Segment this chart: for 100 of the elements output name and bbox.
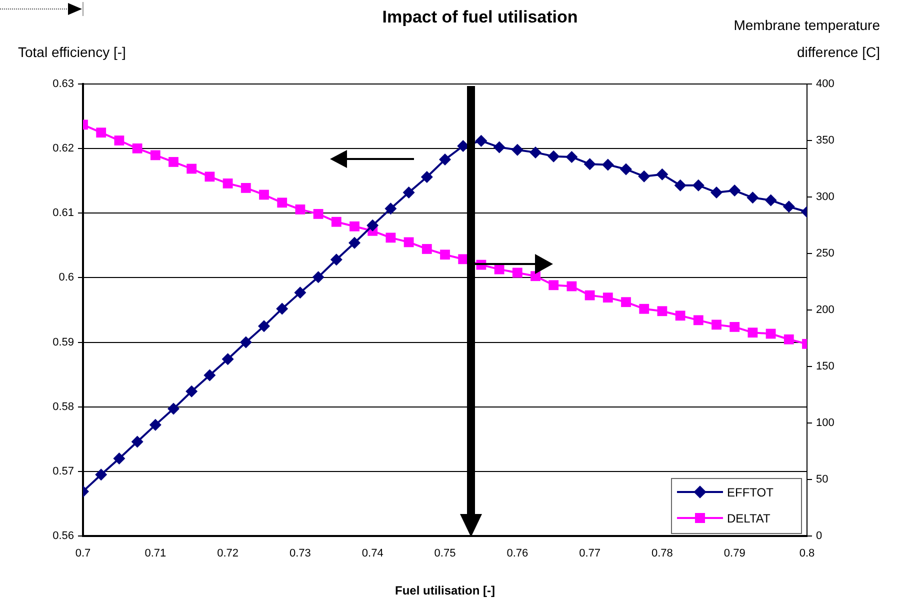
point <box>149 418 162 431</box>
point <box>730 322 740 332</box>
point <box>348 236 360 249</box>
y2-tick-label: 0 <box>816 530 822 542</box>
point <box>277 198 288 208</box>
point <box>784 334 794 344</box>
point <box>475 134 488 147</box>
point <box>440 250 450 260</box>
point <box>313 209 324 219</box>
y-tick-label: 0.62 <box>52 142 74 155</box>
point <box>512 268 522 278</box>
point <box>530 146 542 158</box>
point <box>728 184 741 197</box>
point <box>222 353 234 366</box>
point <box>493 141 506 154</box>
y2-tick-label: 150 <box>816 360 834 373</box>
point <box>511 144 524 156</box>
point <box>295 204 306 214</box>
y-tick-label: 0.6 <box>58 272 74 284</box>
point <box>566 150 578 163</box>
point <box>258 320 270 332</box>
point <box>114 136 124 146</box>
point <box>766 328 776 339</box>
point <box>764 194 777 206</box>
x-tick-label: 0.75 <box>434 548 456 560</box>
x-tick-label: 0.74 <box>362 548 384 560</box>
y2-tick-label: 250 <box>816 248 834 260</box>
point <box>240 336 252 348</box>
x-tick-label: 0.78 <box>651 548 673 560</box>
point <box>602 292 613 303</box>
point <box>386 232 396 243</box>
point <box>638 170 650 182</box>
y-tick-label: 0.63 <box>52 78 74 90</box>
x-tick-label: 0.79 <box>724 548 746 560</box>
x-tick-label: 0.8 <box>799 548 815 560</box>
point <box>548 150 560 162</box>
point <box>566 281 577 292</box>
chart-title: Impact of fuel utilisation <box>382 8 578 27</box>
point <box>186 164 197 174</box>
point <box>294 286 306 299</box>
point <box>693 315 704 326</box>
y2-tick-label: 100 <box>816 417 834 430</box>
legend-label: DELTAT <box>727 511 772 526</box>
point <box>186 385 198 398</box>
point <box>746 192 759 204</box>
point <box>657 306 668 316</box>
y2-tick-label: 350 <box>816 134 834 147</box>
point <box>404 237 414 248</box>
point <box>350 221 360 232</box>
point <box>656 168 668 180</box>
x-tick-label: 0.73 <box>289 548 311 560</box>
point <box>782 200 795 213</box>
y2-tick-label: 50 <box>816 474 828 486</box>
point <box>639 304 650 314</box>
point <box>584 158 596 170</box>
y-tick-label: 0.58 <box>52 400 74 413</box>
y-axis-title: Total efficiency [-] <box>18 44 126 60</box>
x-tick-label: 0.72 <box>217 548 239 560</box>
point <box>168 157 178 167</box>
point <box>204 369 216 382</box>
legend-label: EFFTOT <box>727 485 774 500</box>
y2-axis-title: Membrane temperature difference [C] <box>734 16 880 60</box>
point <box>330 254 342 266</box>
y2-tick-label: 200 <box>816 304 834 316</box>
point <box>675 310 686 321</box>
point <box>494 264 504 274</box>
y2-tick-label: 400 <box>816 78 834 90</box>
y-tick-label: 0.59 <box>52 336 74 348</box>
point <box>402 186 415 198</box>
point <box>131 436 144 448</box>
point <box>168 402 180 415</box>
point <box>132 143 142 154</box>
point <box>222 178 233 188</box>
point <box>331 216 342 227</box>
x-axis-title: Fuel utilisation [-] <box>395 583 495 598</box>
point <box>548 280 559 290</box>
point <box>150 150 160 160</box>
point <box>312 271 324 284</box>
x-tick-label: 0.76 <box>506 548 528 560</box>
y-tick-label: 0.57 <box>52 465 74 478</box>
point <box>113 452 126 465</box>
point <box>366 219 379 232</box>
point <box>384 202 397 215</box>
point <box>439 154 451 166</box>
point <box>674 179 686 192</box>
point <box>584 290 595 300</box>
point <box>748 328 758 338</box>
point <box>621 297 631 308</box>
point <box>259 190 269 200</box>
point <box>422 244 432 254</box>
point <box>95 468 108 481</box>
x-tick-label: 0.71 <box>144 548 166 560</box>
point <box>240 183 251 193</box>
x-tick-label: 0.7 <box>75 548 91 560</box>
point <box>712 320 722 330</box>
point <box>530 271 540 282</box>
point <box>692 179 704 192</box>
point <box>204 172 215 182</box>
point <box>420 170 433 183</box>
x-tick-label: 0.77 <box>579 548 601 560</box>
